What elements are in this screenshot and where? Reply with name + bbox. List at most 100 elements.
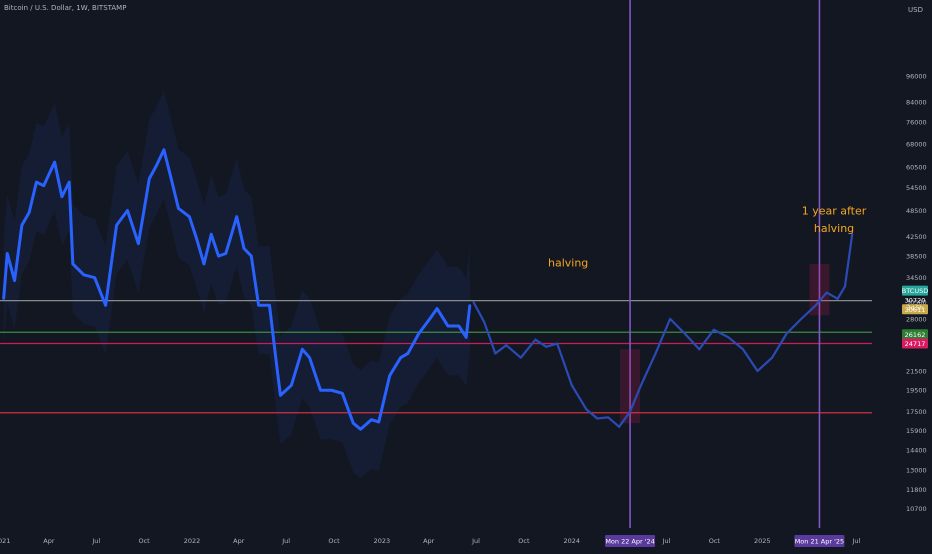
annotation-3: halving (814, 222, 854, 235)
horizontal-levels (0, 299, 872, 414)
x-tick-label: Jul (471, 537, 480, 545)
projection-point (556, 342, 559, 345)
price-tag-1 (902, 285, 928, 296)
price-tag-4 (902, 338, 928, 349)
projection-point (756, 369, 759, 372)
y-tick-label: 10700 (906, 505, 927, 513)
price-point (137, 242, 140, 245)
projection-point (843, 285, 846, 288)
x-tick-label: 2021 (0, 537, 10, 545)
x-tick-label: Jul (851, 537, 860, 545)
halving-date-tag-1 (605, 535, 656, 547)
annotation-1: halving (548, 257, 588, 270)
price-point (2, 297, 5, 300)
price-point (148, 177, 151, 180)
price-tag-label-3: 26162 (905, 331, 926, 339)
time-axis[interactable]: 2021 Apr Jul Oct 2022 Apr Jul Oct 2023 Apr Jul Oct 2… (0, 535, 861, 547)
chart-header-title: Bitcoin / U.S. Dollar, 1W, BITSTAMP (4, 4, 127, 12)
price-tag-3 (902, 329, 928, 340)
y-tick-label: 84000 (906, 99, 927, 107)
projection-point (570, 384, 573, 387)
projection-point (654, 352, 657, 355)
projection-point (698, 348, 701, 351)
x-tick-label: Jul (281, 537, 290, 545)
y-tick-label: 13000 (906, 467, 927, 475)
x-tick-label: Oct (518, 537, 530, 545)
annotation-layer: halving 1 year after halving (548, 205, 867, 270)
x-tick-label: 2025 (754, 537, 771, 545)
projection-point (669, 317, 672, 320)
price-point (13, 279, 16, 282)
price-point (202, 262, 206, 266)
price-axis[interactable]: USD 96000 84000 76000 68000 60500 54500 48500 4… (906, 6, 927, 513)
price-point (67, 180, 71, 184)
price-point (35, 180, 38, 184)
halving-lines (620, 0, 830, 528)
projection-point (836, 297, 839, 300)
projection-point (629, 410, 632, 413)
projection-point (483, 321, 486, 324)
projection-point (712, 328, 715, 331)
x-tick-label: Oct (709, 537, 721, 545)
halving-zone-2 (809, 263, 830, 316)
price-point (169, 177, 173, 180)
y-tick-label: 15900 (906, 427, 927, 435)
price-point (104, 304, 107, 307)
price-point (279, 394, 282, 397)
y-tick-label: 21500 (906, 367, 927, 375)
x-tick-label: Jul (91, 537, 100, 545)
price-point (162, 148, 166, 151)
price-point (406, 352, 410, 355)
projection-point (505, 344, 508, 347)
price-point (388, 374, 391, 377)
price-point (417, 332, 421, 335)
projection-point (683, 332, 686, 335)
price-point (435, 307, 439, 310)
projection-point (785, 332, 788, 335)
y-tick-label: 17500 (906, 408, 927, 416)
price-point (301, 348, 304, 351)
price-tag-label-2: 30611 (905, 306, 926, 314)
y-tick-label: 14400 (906, 447, 927, 455)
price-point (155, 164, 158, 167)
y-tick-label: 96000 (906, 72, 927, 80)
price-point (275, 365, 278, 368)
halving-date-tag-2 (794, 535, 845, 547)
price-point (60, 195, 64, 198)
y-tick-label: 60500 (906, 163, 927, 171)
halving-zone-1 (620, 349, 641, 424)
projection-point (851, 233, 854, 236)
y-tick-label: 48500 (906, 207, 927, 215)
projection-point (519, 356, 522, 359)
price-point (257, 304, 260, 307)
price-point (446, 324, 450, 328)
series-layer (2, 148, 854, 431)
price-point (242, 247, 246, 250)
price-point (359, 428, 362, 431)
projection-point (800, 317, 803, 320)
price-point (399, 356, 402, 359)
y-tick-label: 28000 (906, 315, 927, 323)
price-point (250, 254, 253, 258)
projection-point (472, 301, 475, 304)
price-point (177, 207, 180, 210)
price-point (42, 184, 45, 187)
projection-point (534, 338, 537, 341)
background-layer (3, 90, 470, 479)
annotation-2: 1 year after (802, 205, 867, 218)
price-point (468, 304, 472, 307)
price-point (71, 262, 75, 266)
projection-point (771, 356, 774, 359)
x-tick-label: Apr (423, 537, 435, 545)
projection-point (825, 291, 828, 294)
price-point (20, 224, 24, 227)
price-point (6, 252, 9, 255)
y-tick-label: 68000 (906, 140, 927, 148)
y-tick-label: 30500 (906, 299, 927, 307)
y-tick-label: 38500 (906, 253, 927, 261)
projection-point (494, 352, 497, 355)
y-tick-label: 76000 (906, 118, 927, 126)
